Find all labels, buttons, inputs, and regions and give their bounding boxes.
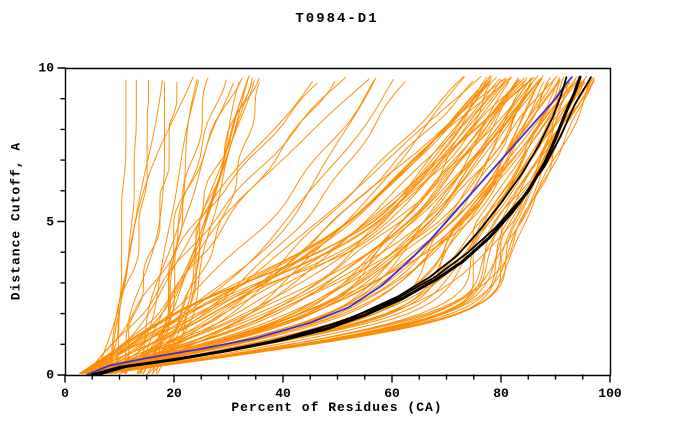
- chart-title: T0984-D1: [295, 11, 379, 27]
- y-tick-label: 0: [46, 367, 54, 383]
- y-axis-label: Distance Cutoff, A: [8, 141, 24, 301]
- x-tick-label: 60: [384, 386, 400, 401]
- x-tick-label: 80: [493, 386, 509, 401]
- x-tick-label: 100: [598, 386, 622, 401]
- y-tick-label: 10: [38, 60, 54, 76]
- x-tick-label: 20: [166, 386, 182, 401]
- x-tick-label: 40: [275, 386, 291, 401]
- x-tick-label: 0: [61, 386, 69, 401]
- x-axis-label: Percent of Residues (CA): [231, 400, 443, 415]
- y-tick-label: 5: [46, 214, 54, 229]
